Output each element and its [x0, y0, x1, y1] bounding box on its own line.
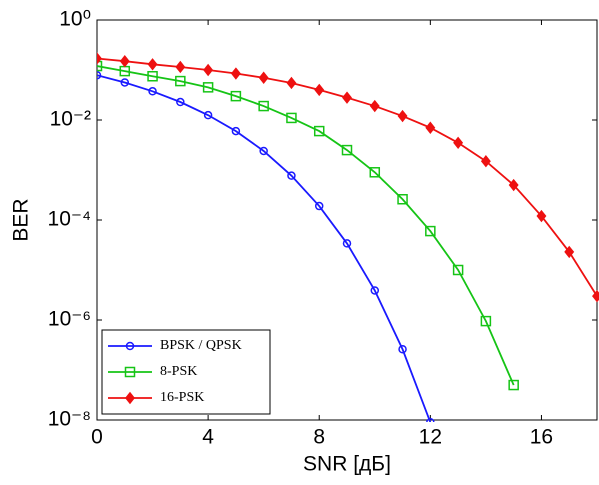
y-axis-label: BER — [10, 198, 33, 241]
y-tick-label: 10⁻⁸ — [48, 408, 91, 431]
y-tick-label: 10⁻² — [50, 108, 91, 131]
x-axis-label: SNR [дБ] — [303, 453, 391, 476]
y-tick-label: 10⁰ — [59, 8, 91, 31]
x-tick-label: 0 — [91, 426, 103, 449]
x-tick-label: 4 — [202, 426, 214, 449]
x-tick-label: 16 — [530, 426, 553, 449]
x-tick-label: 12 — [419, 426, 442, 449]
legend-label: BPSK / QPSK — [160, 338, 242, 353]
legend-label: 16-PSK — [160, 390, 204, 405]
y-tick-label: 10⁻⁴ — [48, 208, 91, 231]
x-tick-label: 8 — [313, 426, 325, 449]
y-tick-label: 10⁻⁶ — [48, 308, 91, 331]
legend-label: 8-PSK — [160, 364, 197, 379]
